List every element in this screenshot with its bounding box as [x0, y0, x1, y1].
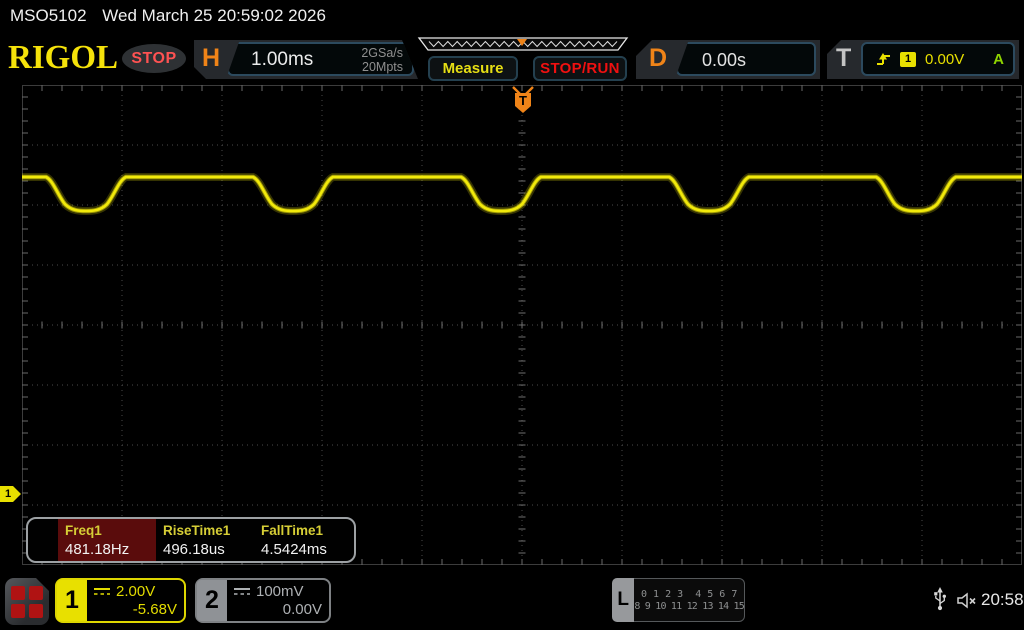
- trigger-mode-indicator: A: [993, 50, 1004, 68]
- logic-channel-list: 0 1 2 3 4 5 6 7 8 9 10 11 12 13 14 15: [634, 578, 745, 622]
- trigger-box[interactable]: 1 0.00V A: [861, 42, 1015, 76]
- channel2-badge[interactable]: 2: [197, 580, 227, 621]
- measurement-value: 481.18Hz: [65, 541, 130, 558]
- sample-rate: 2GSa/s: [361, 46, 403, 60]
- measurement-risetime1[interactable]: RiseTime1 496.18us: [156, 519, 254, 561]
- channel1-badge[interactable]: 1: [57, 580, 87, 621]
- acquisition-status-badge: STOP: [122, 44, 186, 73]
- channel2-scale: 100mV: [256, 582, 304, 600]
- svg-text:T: T: [519, 93, 527, 108]
- channel1-scale: 2.00V: [116, 582, 156, 600]
- ch1-waveform: [22, 175, 1022, 213]
- measurement-label: FallTime1: [261, 523, 324, 538]
- clock-display: 20:58: [981, 590, 1024, 609]
- logic-badge[interactable]: L: [612, 578, 635, 622]
- trigger-position-marker[interactable]: T: [511, 86, 535, 114]
- trigger-settings-block[interactable]: T 1 0.00V A: [827, 40, 1019, 79]
- memory-depth: 20Mpts: [362, 60, 403, 75]
- delay-label: D: [649, 44, 668, 72]
- sound-muted-icon: [957, 592, 976, 609]
- waveform-overview-strip[interactable]: [413, 37, 633, 51]
- horizontal-settings-block[interactable]: H 1.00ms 2GSa/s 20Mpts: [194, 40, 418, 79]
- rising-edge-trigger-icon: [877, 53, 890, 65]
- measurement-value: 496.18us: [163, 541, 225, 558]
- overview-trigger-marker: [517, 39, 527, 46]
- delay-box[interactable]: 0.00s: [676, 42, 816, 76]
- horizontal-label: H: [202, 44, 221, 72]
- timebase-value: 1.00ms: [251, 49, 314, 70]
- trigger-label: T: [836, 44, 852, 72]
- dc-coupling-icon: [94, 588, 110, 595]
- measurement-label: Freq1: [65, 523, 102, 538]
- logic-row-0-7: 0 1 2 3 4 5 6 7: [641, 588, 738, 600]
- menu-square: [11, 604, 25, 618]
- trigger-source-badge: 1: [900, 51, 916, 67]
- channel1-status-block[interactable]: 1 2.00V -5.68V: [55, 578, 186, 623]
- usb-icon: [934, 587, 946, 611]
- rigol-logo: RIGOL: [8, 39, 119, 77]
- channel1-values: 2.00V -5.68V: [87, 580, 184, 621]
- measurement-falltime1[interactable]: FallTime1 4.5424ms: [254, 519, 352, 561]
- stop-run-button[interactable]: STOP/RUN: [533, 56, 627, 81]
- menu-square: [11, 586, 25, 600]
- measurement-value: 4.5424ms: [261, 541, 327, 558]
- datetime-text: Wed March 25 20:59:02 2026: [102, 6, 326, 25]
- logic-channels-block[interactable]: L 0 1 2 3 4 5 6 7 8 9 10 11 12 13 14 15: [612, 578, 745, 622]
- sample-rate-info: 2GSa/s 20Mpts: [361, 46, 403, 75]
- dc-coupling-icon: [234, 588, 250, 595]
- menu-square: [29, 604, 43, 618]
- ch1-ground-level-marker[interactable]: 1: [0, 486, 21, 502]
- graticule-display: [22, 85, 1022, 565]
- measure-button[interactable]: Measure: [428, 56, 518, 81]
- measurement-label: RiseTime1: [163, 523, 231, 538]
- measurement-panel-spacer: [28, 519, 58, 561]
- channel1-offset: -5.68V: [132, 600, 177, 618]
- measurement-freq1[interactable]: Freq1 481.18Hz: [58, 519, 156, 561]
- trigger-level-value: 0.00V: [925, 50, 965, 68]
- logic-row-8-15: 8 9 10 11 12 13 14 15: [634, 600, 744, 612]
- top-status-bar: MSO5102 Wed March 25 20:59:02 2026: [0, 0, 1024, 30]
- menu-square: [29, 586, 43, 600]
- measurement-panel[interactable]: Freq1 481.18Hz RiseTime1 496.18us FallTi…: [26, 517, 356, 563]
- channel2-status-block[interactable]: 2 100mV 0.00V: [195, 578, 331, 623]
- menu-grid-button[interactable]: [5, 578, 49, 625]
- channel2-values: 100mV 0.00V: [227, 580, 329, 621]
- delay-settings-block[interactable]: D 0.00s: [636, 40, 820, 79]
- channel2-offset: 0.00V: [282, 600, 322, 618]
- model-name: MSO5102: [10, 6, 87, 25]
- timebase-box[interactable]: 1.00ms 2GSa/s 20Mpts: [227, 42, 414, 76]
- delay-value: 0.00s: [702, 50, 747, 70]
